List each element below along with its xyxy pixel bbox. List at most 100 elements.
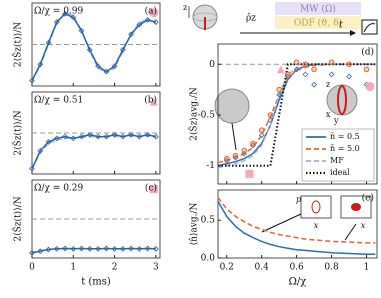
series-line	[218, 63, 376, 167]
annotation: Ω/χ = 0.29	[34, 184, 84, 194]
data-point	[45, 39, 52, 46]
series-line	[31, 11, 157, 81]
data-point	[119, 133, 126, 140]
data-point	[53, 19, 60, 25]
panel-label: (b)	[144, 95, 157, 106]
data-point	[328, 59, 335, 66]
odf-pulse	[275, 16, 361, 29]
data-point	[285, 71, 291, 78]
data-point	[53, 245, 60, 252]
series-line	[31, 134, 157, 170]
data-point	[45, 139, 52, 145]
annotation: Ω/χ = 0.51	[34, 96, 83, 106]
data-point	[45, 246, 52, 253]
x-tick-label: 0.2	[220, 263, 234, 273]
data-point	[328, 71, 335, 78]
data-point	[78, 27, 85, 34]
highlight-marker	[276, 65, 285, 74]
data-point	[241, 147, 248, 154]
y-axis-label: 2⟨Ŝz⟩avg./N	[188, 87, 200, 141]
pulse-label: ODF (ϑ, δ)	[294, 18, 342, 29]
data-point	[37, 248, 44, 255]
data-point	[86, 47, 93, 53]
wigner-blob	[351, 203, 361, 211]
data-point	[346, 61, 352, 68]
data-point	[311, 66, 317, 73]
panel-label: (e)	[362, 193, 374, 204]
series-line	[217, 63, 376, 169]
data-point	[136, 21, 143, 28]
data-point	[29, 165, 35, 172]
data-point	[136, 245, 143, 252]
data-point	[103, 133, 110, 140]
legend-label: MF	[330, 156, 344, 165]
data-point	[78, 133, 85, 140]
series-line	[31, 12, 157, 81]
data-point	[86, 131, 93, 138]
bloch-sphere	[326, 84, 358, 116]
data-point	[62, 245, 68, 252]
y-tick-label: -1	[206, 161, 215, 171]
inset-label: x	[361, 221, 366, 230]
highlight-marker	[149, 185, 158, 194]
bloch-sphere	[214, 88, 250, 124]
data-point	[258, 127, 265, 134]
data-point	[232, 152, 239, 159]
panel-label: (c)	[145, 183, 157, 194]
inset-label: x	[314, 221, 319, 230]
data-point	[223, 155, 230, 162]
pulse-label: MW (Ω)	[300, 4, 336, 15]
data-point	[53, 135, 60, 142]
detector-needle	[363, 23, 376, 33]
x-tick-label: 0	[29, 263, 35, 273]
x-tick-label: 0.4	[255, 263, 270, 273]
data-point	[95, 63, 101, 70]
data-point	[86, 245, 93, 252]
inset-label: p	[296, 195, 301, 204]
y-axis-label: 2⟨Ŝz(t)⟩/N	[12, 110, 24, 155]
x-tick-label: 0.6	[289, 263, 304, 273]
x-tick-label: 1	[70, 263, 76, 273]
mw-pulse	[275, 2, 361, 15]
data-point	[153, 19, 159, 25]
spin-ring	[337, 85, 347, 115]
data-point	[70, 14, 77, 21]
highlight-marker	[149, 8, 159, 18]
data-point	[276, 86, 282, 93]
pointer	[261, 213, 302, 233]
annotation: Ω/χ = 0.99	[34, 7, 84, 17]
y-tick-label: 0	[209, 60, 215, 70]
data-point	[293, 66, 300, 73]
data-point	[311, 81, 317, 88]
highlight-marker	[149, 97, 158, 106]
data-point	[346, 73, 352, 80]
y-axis-label: 2⟨Ŝz(t)⟩/N	[12, 196, 24, 241]
data-point	[78, 245, 85, 252]
plot-frame	[217, 43, 378, 185]
arrow-head	[350, 30, 356, 36]
y-axis-label: 2⟨Ŝz(t)⟩/N	[12, 22, 24, 67]
data-point	[144, 245, 151, 252]
x-tick-label: 3	[153, 263, 159, 273]
panel-label: (a)	[145, 6, 157, 17]
operator: ρ̂z	[246, 13, 256, 24]
time-label: t	[339, 21, 343, 31]
data-point	[119, 245, 126, 252]
x-tick-label: 1	[364, 263, 370, 273]
highlight-marker	[365, 82, 375, 92]
data-point	[29, 250, 35, 256]
plot-frame	[217, 189, 378, 259]
series-line	[31, 247, 156, 254]
pointer	[344, 223, 357, 241]
y-tick-label: 0.5	[201, 216, 216, 226]
legend-label: n̄ = 5.0	[330, 144, 360, 153]
series-line	[31, 135, 156, 170]
inset	[300, 195, 332, 219]
axis-label: z	[183, 3, 187, 12]
data-point	[136, 133, 143, 140]
data-point	[293, 59, 300, 66]
data-point	[111, 245, 118, 252]
panel-label: (d)	[361, 47, 374, 58]
